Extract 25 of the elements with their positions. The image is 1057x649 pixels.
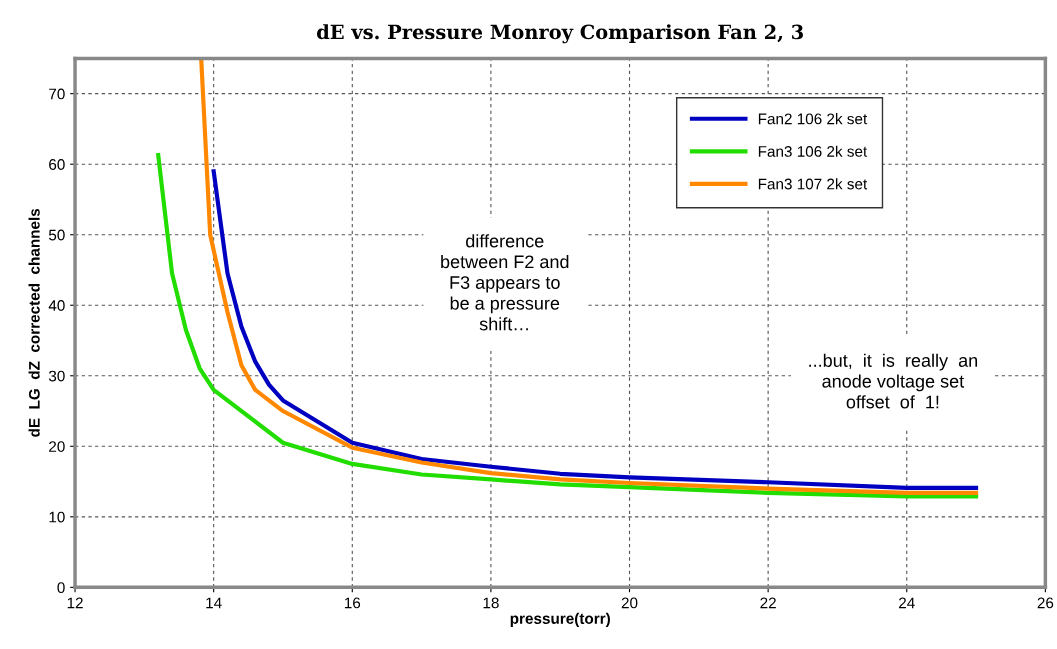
y-tick-label: 10 <box>49 511 65 523</box>
x-tick-label: 16 <box>344 597 361 609</box>
x-tick-label: 12 <box>67 597 83 609</box>
x-tick-label: 20 <box>621 597 638 609</box>
y-tick-label: 40 <box>48 300 65 311</box>
y-tick-label: 0 <box>57 582 65 594</box>
chart-title: dE vs. Pressure Monroy Comparison Fan 2, 3 <box>316 24 803 44</box>
x-tick-label: 24 <box>899 597 915 609</box>
y-tick-label: 50 <box>48 229 65 241</box>
y-axis-title: dE LG dZ corrected channels <box>28 208 40 437</box>
legend-label: Fan3 107 2k set <box>758 178 868 190</box>
y-tick-label: 70 <box>49 88 65 100</box>
y-tick-label: 30 <box>48 370 65 382</box>
legend-label: Fan3 106 2k set <box>758 145 868 157</box>
y-tick-label: 20 <box>49 441 65 452</box>
x-tick-label: 14 <box>206 597 222 609</box>
annotation: ...but, it is really an anode voltage set offset of 1! <box>809 353 978 409</box>
x-axis-title: pressure(torr) <box>510 612 610 627</box>
x-tick-label: 26 <box>1037 597 1054 609</box>
line-series <box>199 58 979 495</box>
y-tick-label: 60 <box>49 159 65 170</box>
annotation: difference between F2 and F3 appears to be a pressure shift… <box>441 234 569 331</box>
x-tick-label: 22 <box>760 597 776 609</box>
x-tick-label: 18 <box>483 597 499 609</box>
legend-label: Fan2 106 2k set <box>758 113 868 125</box>
